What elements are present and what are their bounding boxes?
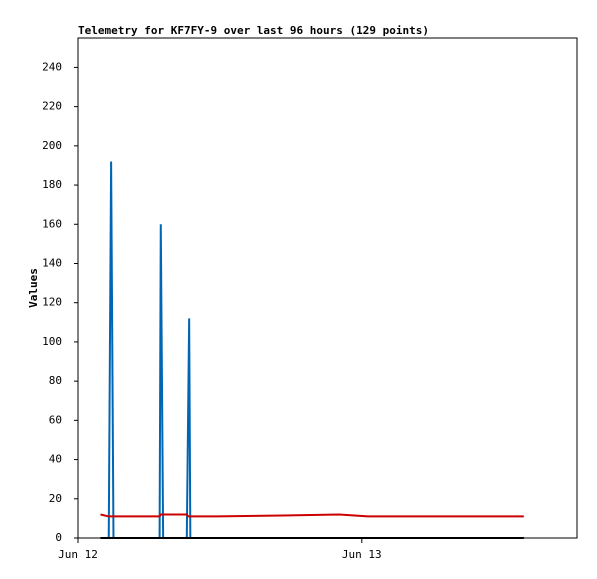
y-tick-label: 0 bbox=[55, 531, 62, 544]
chart-title: Telemetry for KF7FY-9 over last 96 hours… bbox=[78, 24, 429, 37]
y-tick-label: 140 bbox=[42, 256, 62, 269]
y-axis-label: Values bbox=[27, 268, 40, 308]
y-tick-label: 40 bbox=[49, 453, 62, 466]
series-line bbox=[100, 513, 524, 518]
y-tick-label: 160 bbox=[42, 217, 62, 230]
y-tick-label: 20 bbox=[49, 492, 62, 505]
y-tick-label: 120 bbox=[42, 296, 62, 309]
x-tick-label: Jun 13 bbox=[342, 548, 382, 561]
y-tick-label: 240 bbox=[42, 60, 62, 73]
y-tick-label: 180 bbox=[42, 178, 62, 191]
y-tick-label: 80 bbox=[49, 374, 62, 387]
x-tick-label: Jun 12 bbox=[58, 548, 98, 561]
y-tick-label: 220 bbox=[42, 100, 62, 113]
y-tick-label: 200 bbox=[42, 139, 62, 152]
y-tick-label: 100 bbox=[42, 335, 62, 348]
y-tick-label: 60 bbox=[49, 413, 62, 426]
